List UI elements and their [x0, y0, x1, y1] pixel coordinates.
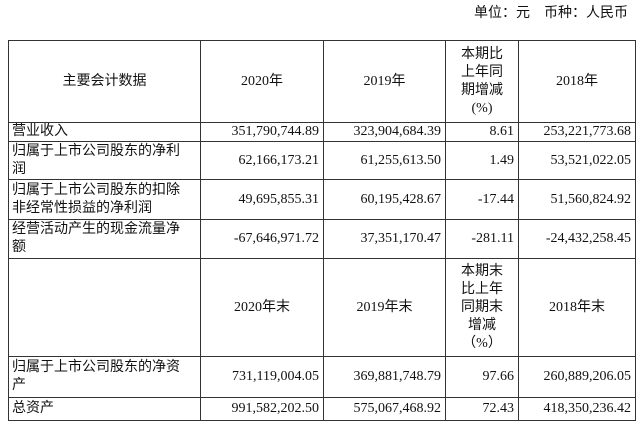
table-row: 营业收入 351,790,744.89 323,904,684.39 8.61 253,…: [8, 122, 636, 142]
value-cell: 53,521,022.05: [518, 141, 636, 180]
value-cell: 49,695,855.31: [200, 179, 324, 220]
header-cell: 本期比上年同期增减(%): [445, 40, 519, 123]
value-cell: 97.66: [445, 356, 519, 398]
row-label: 总资产: [8, 397, 201, 421]
value-cell: -24,432,258.45: [518, 219, 636, 259]
value-cell: -17.44: [445, 179, 519, 220]
header-cell: 本期末比上年同期末增减（%）: [445, 258, 519, 357]
value-cell: 731,119,004.05: [200, 356, 324, 398]
value-cell: 369,881,748.79: [323, 356, 446, 398]
table-row: 归属于上市公司股东的净利润 62,166,173.21 61,255,613.50 1…: [8, 141, 636, 180]
value-cell: 253,221,773.68: [518, 122, 636, 142]
header-cell: 2019年: [323, 40, 446, 123]
header-cell: 2019年末: [323, 258, 446, 357]
value-cell: 37,351,170.47: [323, 219, 446, 259]
header-cell: 2020年末: [200, 258, 324, 357]
value-cell: 62,166,173.21: [200, 141, 324, 180]
unit-note: 单位：元 币种：人民币: [474, 6, 628, 21]
value-cell: 575,067,468.92: [323, 397, 446, 421]
header-cell: 2018年末: [518, 258, 636, 357]
table-row: 经营活动产生的现金流量净额 -67,646,971.72 37,351,170.47…: [8, 219, 636, 259]
value-cell: -281.11: [445, 219, 519, 259]
header-cell: 主要会计数据: [8, 40, 201, 123]
header-cell: 2020年: [200, 40, 324, 123]
table-row: 主要会计数据 2020年 2019年 本期比上年同期增减(%) 2018年: [8, 40, 636, 123]
value-cell: 418,350,236.42: [518, 397, 636, 421]
table-row: 总资产 991,582,202.50 575,067,468.92 72.43 418,…: [8, 397, 636, 421]
value-cell: 991,582,202.50: [200, 397, 324, 421]
row-label: 归属于上市公司股东的扣除非经常性损益的净利润: [8, 179, 201, 220]
value-cell: 351,790,744.89: [200, 122, 324, 142]
value-cell: 1.49: [445, 141, 519, 180]
value-cell: -67,646,971.72: [200, 219, 324, 259]
table-row: 归属于上市公司股东的扣除非经常性损益的净利润 49,695,855.31 60,19…: [8, 179, 636, 220]
table-row: 2020年末 2019年末 本期末比上年同期末增减（%） 2018年末: [8, 258, 636, 357]
value-cell: 323,904,684.39: [323, 122, 446, 142]
row-label: 归属于上市公司股东的净利润: [8, 141, 201, 180]
value-cell: 72.43: [445, 397, 519, 421]
header-cell: 2018年: [518, 40, 636, 123]
value-cell: 8.61: [445, 122, 519, 142]
header-cell: [8, 258, 201, 357]
value-cell: 61,255,613.50: [323, 141, 446, 180]
row-label: 归属于上市公司股东的净资产: [8, 356, 201, 398]
value-cell: 51,560,824.92: [518, 179, 636, 220]
table-body: 主要会计数据 2020年 2019年 本期比上年同期增减(%) 2018年 营业收入 351…: [8, 40, 636, 421]
table-row: 归属于上市公司股东的净资产 731,119,004.05 369,881,748.7…: [8, 356, 636, 398]
value-cell: 60,195,428.67: [323, 179, 446, 220]
value-cell: 260,889,206.05: [518, 356, 636, 398]
row-label: 经营活动产生的现金流量净额: [8, 219, 201, 259]
row-label: 营业收入: [8, 122, 201, 142]
financial-table: 主要会计数据 2020年 2019年 本期比上年同期增减(%) 2018年 营业收入 351…: [8, 40, 636, 421]
